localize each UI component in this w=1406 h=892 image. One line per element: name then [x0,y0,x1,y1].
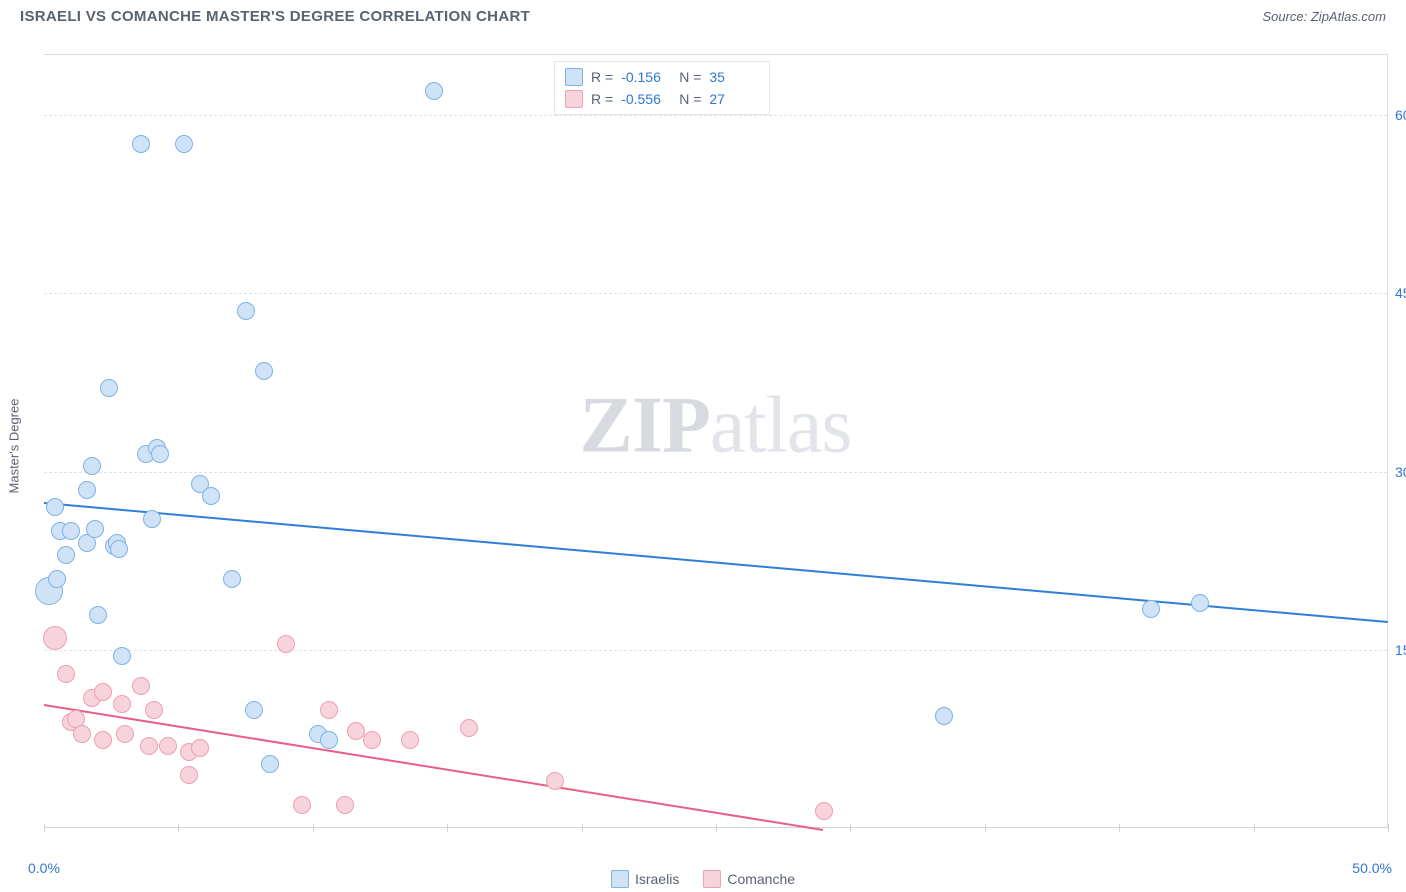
x-tick [44,824,45,832]
source-attribution: Source: ZipAtlas.com [1262,9,1386,24]
series-swatch-israelis [611,870,629,888]
legend-n-value-comanche: 27 [709,88,759,110]
x-tick [716,824,717,832]
series-legend: Israelis Comanche [611,870,795,888]
data-point-israelis [255,362,273,380]
data-point-comanche [113,695,131,713]
data-point-israelis [89,606,107,624]
x-tick [1119,824,1120,832]
x-axis-max-label: 50.0% [1352,860,1392,876]
data-point-comanche [140,737,158,755]
legend-n-label: N = [679,88,701,110]
series-label-israelis: Israelis [635,871,679,887]
data-point-israelis [320,731,338,749]
x-tick [178,824,179,832]
trend-line-comanche [44,704,824,831]
data-point-comanche [73,725,91,743]
source-prefix: Source: [1262,9,1310,24]
data-point-israelis [110,540,128,558]
data-point-israelis [1142,600,1160,618]
x-tick [1388,824,1389,832]
x-tick [447,824,448,832]
data-point-israelis [425,82,443,100]
data-point-israelis [237,302,255,320]
legend-row-comanche: R = -0.556 N = 27 [565,88,759,110]
y-axis-label: Master's Degree [7,399,22,494]
data-point-israelis [46,498,64,516]
x-tick [313,824,314,832]
data-point-israelis [202,487,220,505]
legend-swatch-comanche [565,90,583,108]
data-point-israelis [223,570,241,588]
y-tick-label: 45.0% [1395,285,1406,301]
data-point-israelis [100,379,118,397]
x-tick [582,824,583,832]
data-point-israelis [86,520,104,538]
data-point-comanche [336,796,354,814]
legend-r-value-israelis: -0.156 [621,66,671,88]
data-point-israelis [48,570,66,588]
series-legend-item-israelis: Israelis [611,870,679,888]
gridline [44,650,1387,651]
data-point-israelis [57,546,75,564]
legend-r-value-comanche: -0.556 [621,88,671,110]
data-point-comanche [363,731,381,749]
data-point-comanche [94,683,112,701]
data-point-israelis [143,510,161,528]
data-point-israelis [151,445,169,463]
legend-row-israelis: R = -0.156 N = 35 [565,66,759,88]
chart-title: ISRAELI VS COMANCHE MASTER'S DEGREE CORR… [20,8,530,25]
data-point-israelis [132,135,150,153]
data-point-israelis [261,755,279,773]
data-point-israelis [245,701,263,719]
data-point-comanche [293,796,311,814]
data-point-comanche [815,802,833,820]
data-point-comanche [180,766,198,784]
x-tick [985,824,986,832]
x-tick [1254,824,1255,832]
legend-swatch-israelis [565,68,583,86]
gridline [44,293,1387,294]
y-tick-label: 60.0% [1395,107,1406,123]
series-label-comanche: Comanche [727,871,795,887]
trend-line-israelis [44,502,1388,623]
data-point-israelis [175,135,193,153]
source-name: ZipAtlas.com [1311,9,1386,24]
data-point-comanche [145,701,163,719]
series-swatch-comanche [703,870,721,888]
chart-plot-area: 15.0%30.0%45.0%60.0% ZIPatlas R =-0.156N… [44,54,1388,828]
data-point-israelis [113,647,131,665]
legend-n-label: N = [679,66,701,88]
data-point-comanche [43,626,67,650]
legend-r-label: R = [591,88,613,110]
data-point-israelis [935,707,953,725]
data-point-comanche [159,737,177,755]
data-point-israelis [62,522,80,540]
data-point-comanche [94,731,112,749]
gridline [44,472,1387,473]
data-point-israelis [78,481,96,499]
data-point-comanche [460,719,478,737]
legend-n-value-israelis: 35 [709,66,759,88]
correlation-legend: R = -0.156 N = 35 R = -0.556 N = 27 [554,61,770,115]
y-tick-label: 15.0% [1395,642,1406,658]
data-point-comanche [320,701,338,719]
data-point-comanche [401,731,419,749]
x-tick [850,824,851,832]
data-point-israelis [83,457,101,475]
data-point-comanche [57,665,75,683]
series-legend-item-comanche: Comanche [703,870,795,888]
data-point-comanche [277,635,295,653]
data-point-comanche [546,772,564,790]
data-point-comanche [132,677,150,695]
y-tick-label: 30.0% [1395,464,1406,480]
data-point-comanche [191,739,209,757]
data-point-comanche [116,725,134,743]
x-axis-min-label: 0.0% [28,860,60,876]
data-point-israelis [1191,594,1209,612]
legend-r-label: R = [591,66,613,88]
